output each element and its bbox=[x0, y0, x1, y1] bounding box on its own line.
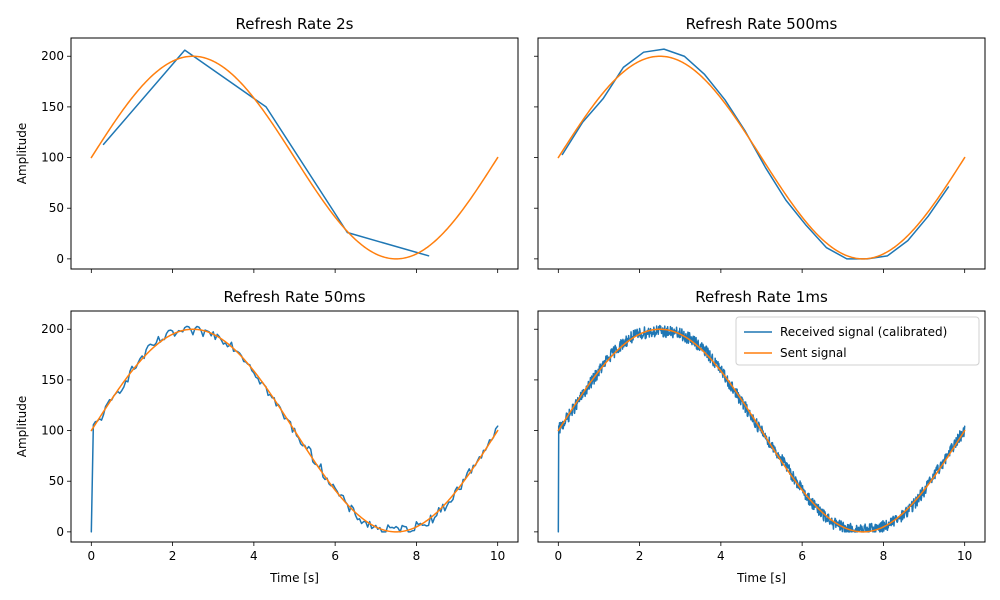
x-tick-label: 8 bbox=[880, 549, 888, 563]
chart-panel-2: Refresh Rate 500ms bbox=[534, 15, 986, 273]
y-axis-label: Amplitude bbox=[15, 123, 29, 185]
series-line-sent bbox=[90, 55, 499, 260]
x-tick-label: 2 bbox=[636, 549, 644, 563]
x-tick-label: 10 bbox=[957, 549, 972, 563]
y-tick-label: 0 bbox=[56, 252, 64, 266]
series-line-received bbox=[102, 49, 430, 257]
axes-frame bbox=[70, 310, 519, 543]
panel-title: Refresh Rate 500ms bbox=[686, 15, 838, 33]
x-axis-label: Time [s] bbox=[736, 571, 786, 585]
panel-title: Refresh Rate 1ms bbox=[695, 288, 828, 306]
y-tick-label: 50 bbox=[49, 474, 64, 488]
y-tick-label: 200 bbox=[41, 49, 64, 63]
x-tick-label: 2 bbox=[169, 549, 177, 563]
x-tick-label: 4 bbox=[250, 549, 258, 563]
series-line-received bbox=[557, 324, 966, 533]
legend-label: Sent signal bbox=[780, 346, 847, 360]
y-tick-label: 50 bbox=[49, 201, 64, 215]
series-line-sent bbox=[557, 328, 966, 533]
panel-title: Refresh Rate 2s bbox=[236, 15, 354, 33]
x-tick-label: 10 bbox=[490, 549, 505, 563]
y-tick-label: 100 bbox=[41, 151, 64, 165]
y-tick-label: 200 bbox=[41, 322, 64, 336]
series-line-received bbox=[90, 325, 499, 533]
y-tick-label: 150 bbox=[41, 373, 64, 387]
axes-frame bbox=[70, 37, 519, 270]
axes-frame bbox=[537, 37, 986, 270]
axes-frame bbox=[537, 310, 986, 543]
legend-box bbox=[735, 316, 980, 366]
series-line-sent bbox=[90, 328, 499, 533]
x-tick-label: 6 bbox=[331, 549, 339, 563]
x-tick-label: 8 bbox=[413, 549, 421, 563]
x-tick-label: 0 bbox=[87, 549, 95, 563]
y-tick-label: 150 bbox=[41, 100, 64, 114]
x-axis-label: Time [s] bbox=[269, 571, 319, 585]
y-tick-label: 0 bbox=[56, 525, 64, 539]
y-tick-label: 100 bbox=[41, 424, 64, 438]
series-line-sent bbox=[557, 55, 966, 260]
y-axis-label: Amplitude bbox=[15, 396, 29, 458]
x-tick-label: 4 bbox=[717, 549, 725, 563]
chart-panel-4: 0 2 4 6 8 10 Refresh Rate 1ms Time [s] Received … bbox=[534, 288, 986, 585]
x-tick-label: 6 bbox=[798, 549, 806, 563]
legend-label: Received signal (calibrated) bbox=[780, 325, 947, 339]
chart-panel-1: 0 50 100 150 200 Refresh Rate 2s Amplitude bbox=[15, 15, 519, 273]
x-tick-label: 0 bbox=[554, 549, 562, 563]
legend: Received signal (calibrated) Sent signal bbox=[735, 316, 980, 366]
series-line-received bbox=[561, 48, 950, 260]
panel-title: Refresh Rate 50ms bbox=[223, 288, 365, 306]
